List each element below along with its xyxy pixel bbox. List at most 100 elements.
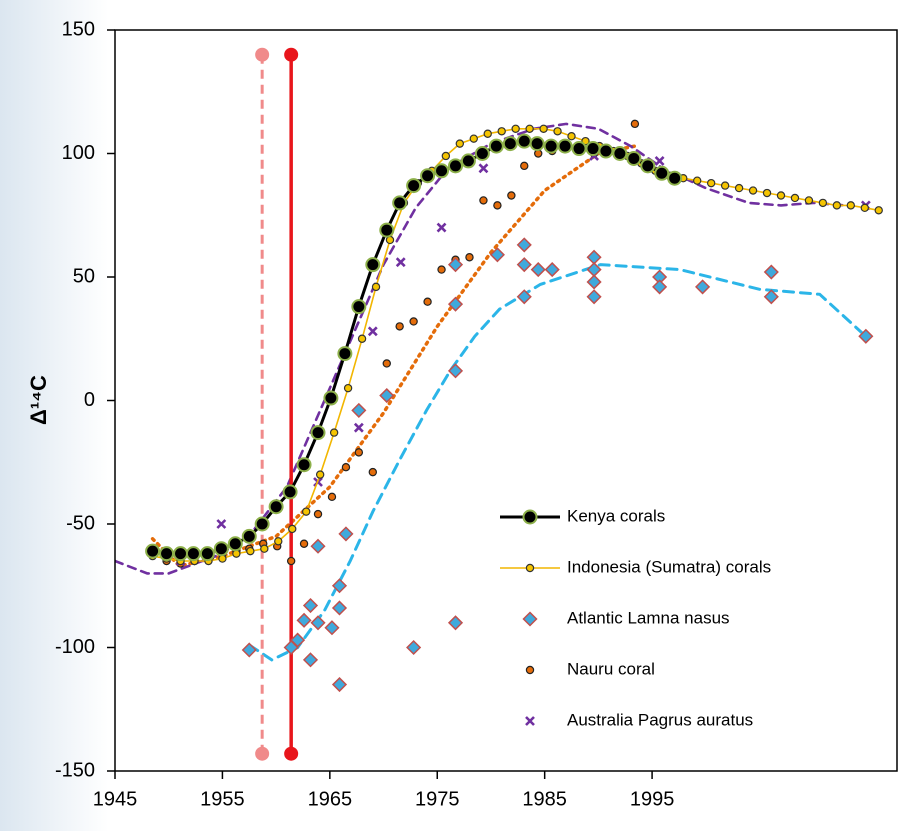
data-point — [274, 537, 283, 546]
data-point — [516, 133, 532, 149]
x-tick-label: 1995 — [630, 788, 675, 810]
data-point — [331, 676, 348, 693]
data-point — [586, 289, 602, 305]
plot-frame — [114, 29, 898, 772]
data-point — [447, 615, 464, 631]
data-point — [331, 600, 348, 616]
reference-end — [284, 47, 299, 62]
data-point — [860, 203, 869, 213]
data-point — [185, 546, 201, 562]
x-tick-label: 1965 — [308, 788, 353, 810]
data-point — [395, 322, 404, 331]
data-point — [315, 470, 325, 479]
y-tick-label: 0 — [84, 389, 95, 411]
data-point — [497, 127, 506, 136]
data-point — [720, 181, 730, 190]
data-point — [323, 390, 339, 406]
y-axis-label: Δ¹⁴C — [26, 375, 51, 425]
data-point — [447, 257, 464, 273]
data-point — [748, 186, 758, 195]
data-point — [371, 282, 381, 292]
data-point — [448, 158, 464, 174]
data-point — [489, 247, 505, 263]
x-tick-label: 1955 — [200, 788, 245, 810]
data-point — [553, 127, 562, 136]
data-point — [331, 578, 348, 594]
data-point — [327, 492, 337, 502]
data-point — [460, 153, 476, 169]
data-point — [543, 138, 559, 154]
data-point — [286, 556, 296, 566]
legend-label: Indonesia (Sumatra) corals — [567, 557, 771, 576]
data-point — [329, 428, 339, 437]
data-point — [227, 536, 243, 552]
data-point — [296, 612, 312, 628]
data-point — [455, 139, 465, 148]
data-point — [630, 119, 640, 129]
data-point — [447, 363, 464, 379]
legend-label: Australia Pagrus auratus — [567, 710, 753, 729]
x-tick-label: 1975 — [415, 788, 460, 810]
data-point — [395, 257, 406, 268]
data-point — [341, 462, 351, 472]
data-point — [567, 132, 576, 141]
data-point — [379, 387, 395, 404]
data-point — [288, 524, 297, 534]
data-point — [351, 402, 367, 418]
data-point — [804, 196, 814, 205]
data-point — [310, 425, 326, 441]
data-point — [790, 193, 800, 203]
plot-layer — [115, 47, 883, 761]
data-point — [763, 264, 779, 280]
data-point — [447, 296, 464, 312]
data-point — [302, 652, 319, 668]
data-point — [478, 163, 489, 174]
trend-line — [150, 144, 637, 568]
legend-label: Kenya corals — [567, 506, 665, 525]
data-point — [302, 597, 319, 614]
legend-marker — [525, 665, 535, 675]
data-point — [832, 201, 842, 210]
legend-marker — [525, 563, 535, 573]
data-point — [213, 541, 229, 557]
data-point — [557, 138, 573, 154]
data-point — [539, 124, 548, 134]
data-point — [640, 158, 656, 174]
data-point — [612, 146, 628, 161]
reference-end — [284, 746, 299, 761]
data-point — [241, 528, 257, 544]
data-point — [216, 519, 227, 529]
data-point — [420, 168, 436, 184]
data-point — [406, 639, 422, 656]
data-point — [246, 546, 255, 556]
data-point — [488, 138, 504, 154]
data-point — [437, 265, 446, 274]
data-point — [654, 155, 665, 166]
data-point — [145, 543, 161, 559]
data-point — [367, 326, 378, 337]
reference-end — [255, 47, 270, 62]
data-point — [507, 191, 516, 200]
data-point — [652, 279, 668, 295]
data-point — [434, 163, 450, 179]
data-point — [493, 201, 502, 210]
y-tick-label: 50 — [73, 265, 95, 287]
data-point — [626, 150, 642, 166]
data-point — [310, 615, 326, 631]
x-tick-label: 1945 — [93, 788, 138, 810]
data-point — [310, 538, 326, 554]
data-point — [511, 124, 520, 134]
data-point — [762, 188, 772, 198]
data-point — [776, 191, 786, 200]
y-tick-label: 150 — [62, 18, 95, 40]
data-point — [571, 141, 587, 157]
y-tick-label: -50 — [66, 512, 95, 534]
data-point — [654, 165, 670, 181]
data-point — [520, 161, 529, 171]
data-point — [302, 507, 311, 516]
data-point — [357, 334, 367, 343]
data-point — [299, 539, 309, 548]
data-point — [260, 544, 269, 553]
data-point — [409, 317, 418, 326]
